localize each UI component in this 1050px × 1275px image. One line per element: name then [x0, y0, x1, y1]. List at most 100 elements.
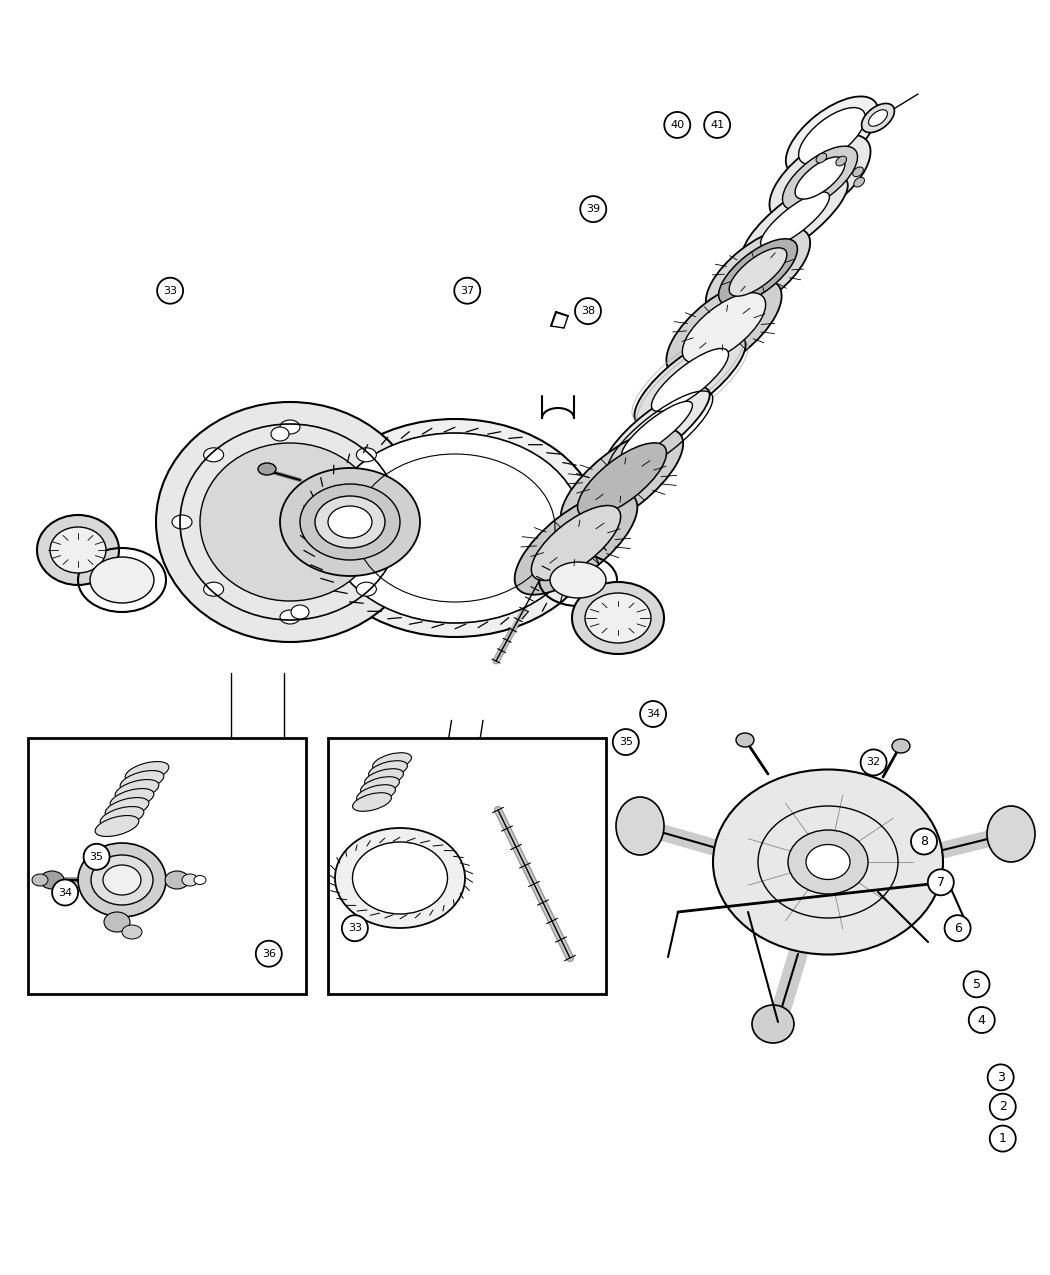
Ellipse shape — [310, 419, 600, 638]
Ellipse shape — [682, 293, 765, 363]
Text: 3: 3 — [996, 1071, 1005, 1084]
Circle shape — [705, 112, 730, 138]
Ellipse shape — [634, 334, 745, 426]
Circle shape — [861, 750, 886, 775]
Text: 8: 8 — [920, 835, 928, 848]
Ellipse shape — [364, 769, 403, 787]
Ellipse shape — [280, 419, 300, 434]
Ellipse shape — [90, 557, 154, 603]
Text: 35: 35 — [618, 737, 633, 747]
Ellipse shape — [531, 505, 621, 580]
Circle shape — [342, 915, 368, 941]
Ellipse shape — [328, 434, 583, 623]
Ellipse shape — [550, 562, 606, 598]
Circle shape — [158, 278, 183, 303]
Ellipse shape — [182, 873, 198, 886]
Ellipse shape — [78, 843, 166, 917]
Ellipse shape — [100, 807, 144, 827]
Ellipse shape — [32, 873, 48, 886]
Ellipse shape — [300, 484, 400, 560]
Text: 33: 33 — [163, 286, 177, 296]
Ellipse shape — [788, 830, 868, 894]
Ellipse shape — [335, 827, 465, 928]
Ellipse shape — [799, 107, 865, 164]
Ellipse shape — [96, 816, 139, 836]
Circle shape — [640, 701, 666, 727]
Ellipse shape — [105, 798, 149, 819]
Circle shape — [575, 298, 601, 324]
Ellipse shape — [120, 770, 164, 792]
Ellipse shape — [651, 348, 729, 412]
Ellipse shape — [40, 871, 64, 889]
Text: 38: 38 — [581, 306, 595, 316]
Circle shape — [990, 1094, 1015, 1119]
Circle shape — [256, 941, 281, 966]
Ellipse shape — [360, 776, 399, 796]
Ellipse shape — [194, 876, 206, 885]
Ellipse shape — [616, 797, 664, 856]
Text: 35: 35 — [89, 852, 104, 862]
Ellipse shape — [116, 779, 159, 801]
Ellipse shape — [204, 448, 224, 462]
Ellipse shape — [104, 912, 130, 932]
Ellipse shape — [356, 448, 376, 462]
Ellipse shape — [752, 1005, 794, 1043]
Bar — [328, 738, 606, 994]
Ellipse shape — [578, 442, 667, 518]
Ellipse shape — [258, 463, 276, 476]
Ellipse shape — [280, 609, 300, 623]
Ellipse shape — [854, 177, 864, 187]
Ellipse shape — [706, 228, 811, 316]
Circle shape — [911, 829, 937, 854]
Ellipse shape — [165, 871, 189, 889]
Ellipse shape — [816, 153, 826, 163]
Ellipse shape — [760, 193, 830, 249]
Ellipse shape — [37, 515, 119, 585]
Text: 34: 34 — [646, 709, 660, 719]
Ellipse shape — [667, 279, 781, 377]
Ellipse shape — [736, 733, 754, 747]
Ellipse shape — [271, 427, 289, 441]
Ellipse shape — [125, 761, 169, 783]
Text: 6: 6 — [953, 922, 962, 935]
Ellipse shape — [110, 788, 154, 810]
Ellipse shape — [353, 842, 447, 914]
Ellipse shape — [622, 402, 692, 459]
Ellipse shape — [280, 468, 420, 576]
Ellipse shape — [795, 157, 845, 199]
Ellipse shape — [585, 593, 651, 643]
Ellipse shape — [892, 740, 910, 754]
Ellipse shape — [204, 583, 224, 597]
Ellipse shape — [770, 135, 870, 222]
Ellipse shape — [836, 156, 846, 166]
Ellipse shape — [328, 506, 372, 538]
Text: 40: 40 — [670, 120, 685, 130]
Ellipse shape — [605, 388, 710, 473]
Ellipse shape — [862, 103, 895, 133]
Circle shape — [945, 915, 970, 941]
Text: 1: 1 — [999, 1132, 1007, 1145]
Ellipse shape — [713, 770, 943, 955]
Circle shape — [613, 729, 638, 755]
Ellipse shape — [987, 806, 1035, 862]
Ellipse shape — [806, 844, 850, 880]
Ellipse shape — [122, 924, 142, 938]
Text: 41: 41 — [710, 120, 724, 130]
Circle shape — [969, 1007, 994, 1033]
Ellipse shape — [369, 761, 407, 779]
Ellipse shape — [742, 177, 847, 264]
Ellipse shape — [868, 110, 887, 126]
Text: 5: 5 — [972, 978, 981, 991]
Ellipse shape — [50, 527, 106, 572]
Bar — [28, 738, 306, 994]
Ellipse shape — [91, 856, 153, 905]
Ellipse shape — [156, 402, 424, 643]
Circle shape — [581, 196, 606, 222]
Circle shape — [928, 870, 953, 895]
Circle shape — [988, 1065, 1013, 1090]
Ellipse shape — [572, 581, 664, 654]
Ellipse shape — [514, 491, 637, 594]
Ellipse shape — [103, 864, 141, 895]
Ellipse shape — [388, 515, 408, 529]
Circle shape — [990, 1126, 1015, 1151]
